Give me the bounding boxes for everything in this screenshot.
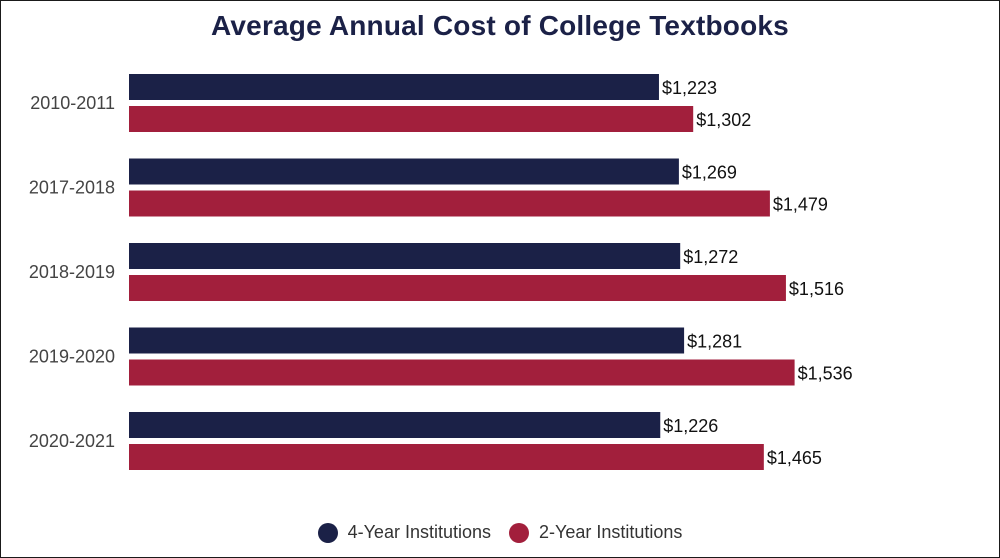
legend-item-4-year: 4-Year Institutions [317,522,491,543]
category-label: 2020-2021 [29,431,115,451]
category-label: 2019-2020 [29,347,115,367]
bar-2-year [129,359,795,386]
bar-2-year [129,106,694,132]
legend-swatch-2-year [509,522,529,543]
data-label: $1,465 [767,448,822,468]
bar-4-year [129,158,679,185]
data-label: $1,281 [687,332,742,352]
bar-4-year [129,243,681,269]
data-label: $1,536 [798,364,853,384]
data-label: $1,479 [773,195,828,215]
bar-4-year [129,412,661,438]
legend-item-2-year: 2-Year Institutions [509,522,682,543]
legend-label-2-year: 2-Year Institutions [539,522,683,542]
data-label: $1,269 [682,163,737,183]
bar-2-year [129,444,764,470]
category-label: 2010-2011 [30,93,115,113]
data-label: $1,516 [789,279,844,299]
data-label: $1,226 [663,416,718,436]
bar-2-year [129,190,770,217]
data-label: $1,272 [683,247,738,267]
bar-4-year [129,74,659,100]
bar-4-year [129,327,685,354]
data-label: $1,223 [662,78,717,98]
bar-2-year [129,275,786,301]
category-label: 2018-2019 [29,262,115,282]
chart-title: Average Annual Cost of College Textbooks [211,10,789,41]
data-label: $1,302 [696,110,751,130]
legend-swatch-4-year [317,522,338,543]
legend-label-4-year: 4-Year Institutions [347,522,491,542]
category-label: 2017-2018 [29,178,115,198]
chart-legend: 4-Year Institutions 2-Year Institutions [0,522,1000,543]
